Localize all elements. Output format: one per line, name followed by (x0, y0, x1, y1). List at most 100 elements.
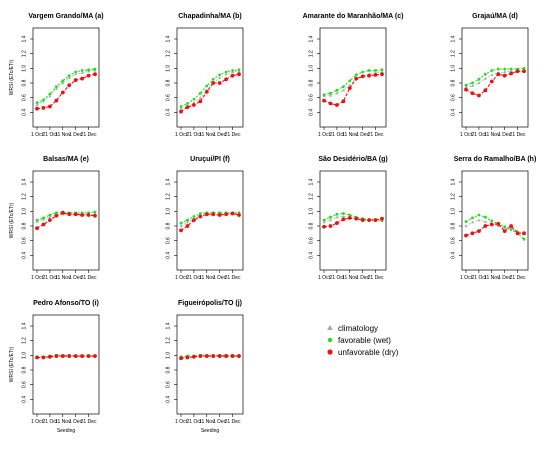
y-tick-label: 1.4 (165, 178, 171, 185)
x-tick-label: 1 Oct (175, 419, 188, 425)
data-point-dry (354, 76, 359, 81)
data-point-wet (192, 215, 196, 218)
data-point-dry (328, 101, 333, 106)
data-point-dry (334, 221, 339, 225)
data-point-dry (237, 72, 241, 77)
x-tick-label: 21 Dec (81, 275, 97, 281)
data-point-climatology (503, 70, 507, 74)
panel-title: Figueirópolis/TO (j) (178, 300, 242, 307)
series-line-climatology (36, 213, 95, 222)
data-point-dry (47, 218, 52, 223)
y-tick-label: 0.8 (308, 222, 314, 229)
y-tick-label: 1.4 (165, 35, 171, 42)
data-point-wet (503, 67, 507, 71)
x-tick-label: 1 Dec (69, 419, 83, 425)
data-point-climatology (335, 91, 339, 95)
x-tick-label: 11 Nov (55, 132, 71, 138)
x-tick-label: 11 Nov (342, 275, 358, 281)
data-point-wet (192, 97, 196, 101)
data-point-dry (522, 69, 526, 74)
data-point-climatology (509, 69, 513, 73)
data-point-wet (483, 215, 487, 219)
data-point-dry (67, 83, 72, 88)
x-tick-label: 1 Oct (175, 132, 188, 138)
panel-title: Pedro Afonso/TO (i) (33, 300, 99, 307)
data-point-dry (41, 355, 46, 360)
x-tick-label: 21 Dec (510, 132, 526, 138)
series-line-dry (323, 217, 383, 228)
y-tick-label: 0.6 (450, 237, 456, 244)
data-point-dry (464, 87, 468, 92)
x-tick-label: 11 Nov (199, 132, 215, 138)
y-tick-label: 0.6 (21, 237, 27, 244)
data-point-dry (185, 105, 190, 110)
data-point-dry (489, 222, 494, 227)
plot-frame (176, 170, 244, 271)
x-tick-label: 21 Dec (225, 419, 241, 425)
data-point-dry (47, 354, 52, 359)
y-tick-label: 1.0 (308, 208, 314, 215)
data-point-wet (522, 66, 526, 70)
plot-frame (32, 314, 100, 415)
data-point-dry (367, 73, 372, 78)
data-point-dry (35, 106, 39, 111)
x-tick-label: 11 Nov (484, 275, 500, 281)
data-point-climatology (224, 72, 228, 76)
data-point-climatology (80, 71, 84, 74)
data-point-dry (334, 103, 339, 107)
data-point-climatology (477, 218, 481, 222)
data-point-wet (322, 93, 326, 97)
y-tick-label: 0.8 (165, 222, 171, 229)
data-point-dry (47, 104, 52, 109)
data-point-dry (237, 213, 241, 217)
data-point-wet (54, 211, 58, 215)
panel-title: Uruçuí/PI (f) (190, 156, 230, 163)
y-tick-label: 0.8 (450, 79, 456, 86)
data-point-climatology (490, 73, 494, 77)
plot-frame (32, 170, 100, 271)
x-tick-label: 1 Dec (498, 132, 512, 138)
y-tick-label: 1.0 (165, 352, 171, 359)
data-point-wet (87, 68, 90, 72)
data-point-wet (509, 67, 513, 71)
data-point-climatology (35, 103, 39, 107)
y-tick-label: 0.4 (165, 109, 171, 116)
y-tick-label: 0.6 (165, 381, 171, 388)
y-tick-label: 0.6 (165, 237, 171, 244)
data-point-dry (93, 72, 97, 77)
x-tick-label: 1 Oct (175, 275, 188, 281)
data-point-climatology (218, 76, 222, 79)
data-point-climatology (328, 93, 332, 97)
y-tick-label: 0.8 (21, 222, 27, 229)
x-tick-label: 21 Dec (510, 275, 526, 281)
x-tick-label: 1 Dec (213, 275, 227, 281)
data-point-climatology (496, 224, 500, 228)
data-point-climatology (198, 96, 202, 99)
series-line-wet (465, 214, 525, 240)
legend-marker-climatology (327, 325, 333, 330)
plot-frame (319, 27, 387, 128)
series-line-climatology (180, 70, 240, 110)
data-point-wet (329, 215, 332, 219)
data-point-climatology (341, 88, 345, 92)
y-tick-label: 1.4 (308, 178, 314, 185)
data-point-dry (198, 99, 203, 104)
x-tick-label: 1 Dec (69, 132, 83, 138)
panel-4: Grajaú/MA (d) 0.4 0.6 0.8 1.0 1.2 1.4 1 Oct 21 O… (450, 13, 529, 138)
data-point-wet (198, 212, 202, 215)
data-point-climatology (341, 214, 345, 218)
data-point-dry (191, 218, 196, 223)
x-tick-label: 21 Dec (225, 275, 241, 281)
data-point-climatology (470, 220, 474, 224)
data-point-wet (509, 228, 513, 232)
data-point-wet (61, 79, 65, 83)
x-tick-label: 1 Oct (31, 132, 44, 138)
x-tick-label: 21 Oct (187, 132, 202, 138)
data-point-climatology (328, 218, 332, 222)
panel-6: Uruçuí/PI (f) 0.4 0.6 0.8 1.0 1.2 1.4 1 Oct 21 O… (165, 156, 244, 281)
data-point-climatology (516, 229, 520, 233)
data-point-dry (322, 224, 326, 229)
x-tick-label: 21 Dec (81, 419, 97, 425)
data-point-climatology (67, 76, 71, 79)
data-point-wet (496, 67, 500, 71)
